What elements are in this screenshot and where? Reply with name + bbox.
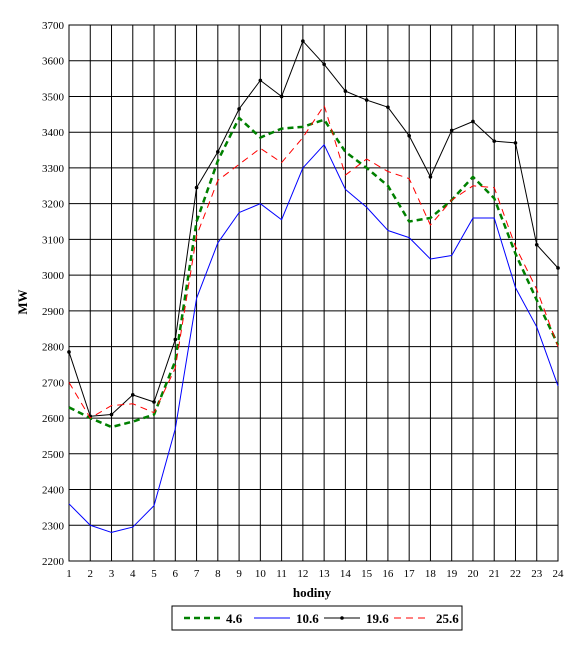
x-tick-label: 24 <box>553 568 565 580</box>
legend-label: 19.6 <box>366 611 389 626</box>
x-tick-label: 20 <box>467 568 479 580</box>
data-point <box>492 139 497 143</box>
y-tick-label: 3400 <box>42 127 65 139</box>
data-point <box>343 89 348 93</box>
y-tick-label: 3300 <box>42 163 65 175</box>
x-tick-label: 18 <box>425 568 437 580</box>
y-tick-label: 2400 <box>42 485 65 497</box>
x-tick-label: 7 <box>194 568 200 580</box>
y-tick-label: 2600 <box>42 413 65 425</box>
data-point <box>258 78 263 83</box>
data-point <box>534 242 539 247</box>
x-tick-label: 12 <box>297 568 308 580</box>
x-axis-title: hodiny <box>293 585 332 600</box>
data-point <box>67 350 71 354</box>
plot-area-border <box>68 24 559 562</box>
data-point <box>279 94 284 99</box>
series-line-25-6 <box>68 104 559 419</box>
x-tick-label: 14 <box>340 568 352 580</box>
x-tick-label: 6 <box>173 568 179 580</box>
x-tick-label: 10 <box>255 568 267 580</box>
data-point <box>130 393 135 397</box>
data-point <box>237 107 241 111</box>
series-line-4-6 <box>68 116 560 429</box>
x-axis-ticks: 1 2 3 4 5 6 7 8 9 10 11 12 13 14 15 16 17 18 19 20 21 22 23 24 <box>66 568 564 580</box>
legend-marker <box>340 616 344 620</box>
data-point <box>173 337 178 342</box>
grid <box>68 24 559 562</box>
data-point <box>109 412 114 417</box>
x-tick-label: 21 <box>489 568 500 580</box>
data-point <box>407 133 411 138</box>
x-tick-label: 3 <box>109 568 115 580</box>
y-tick-label: 3500 <box>42 91 65 103</box>
x-tick-label: 13 <box>319 568 331 580</box>
legend-label: 10.6 <box>296 611 319 626</box>
y-axis-ticks: 2200 2300 2400 2500 2600 2700 2800 2900 3000 3100… <box>42 20 65 568</box>
x-tick-label: 4 <box>130 568 136 580</box>
y-tick-label: 2500 <box>42 449 65 461</box>
y-tick-label: 3000 <box>42 270 65 282</box>
series-line-19-6 <box>68 40 559 417</box>
series-lines <box>67 39 560 533</box>
x-tick-label: 15 <box>361 568 373 580</box>
x-tick-label: 23 <box>531 568 543 580</box>
x-tick-label: 1 <box>66 568 72 580</box>
y-tick-label: 2200 <box>42 556 65 568</box>
legend-label: 25.6 <box>436 611 459 626</box>
data-point <box>386 105 390 109</box>
data-point <box>194 185 199 190</box>
y-tick-label: 3700 <box>42 20 65 32</box>
data-point <box>322 62 326 67</box>
y-axis-title: MW <box>15 289 30 314</box>
x-tick-label: 17 <box>404 568 416 580</box>
data-point <box>513 141 518 145</box>
x-tick-label: 22 <box>510 568 521 580</box>
data-point <box>471 119 475 124</box>
data-point <box>449 128 454 133</box>
data-point <box>216 150 220 154</box>
series-line-10-6 <box>68 144 559 533</box>
data-point <box>556 266 560 270</box>
y-tick-label: 2800 <box>42 342 65 354</box>
y-tick-label: 2700 <box>42 377 65 389</box>
data-point <box>428 175 433 179</box>
y-tick-label: 2900 <box>42 306 65 318</box>
x-tick-label: 9 <box>236 568 242 580</box>
x-tick-label: 2 <box>88 568 94 580</box>
x-tick-label: 11 <box>276 568 287 580</box>
x-tick-label: 5 <box>151 568 157 580</box>
legend: 4.6 10.6 19.6 25.6 <box>171 605 463 631</box>
x-tick-label: 8 <box>215 568 221 580</box>
data-point <box>152 400 156 404</box>
x-tick-label: 16 <box>382 568 394 580</box>
x-tick-label: 19 <box>446 568 458 580</box>
legend-box <box>171 605 463 631</box>
y-tick-label: 3600 <box>42 56 65 68</box>
y-tick-label: 2300 <box>42 520 65 532</box>
y-tick-label: 3200 <box>42 199 65 211</box>
legend-label: 4.6 <box>226 611 243 626</box>
y-tick-label: 3100 <box>42 234 65 246</box>
data-point <box>364 98 369 102</box>
data-point <box>301 39 305 43</box>
